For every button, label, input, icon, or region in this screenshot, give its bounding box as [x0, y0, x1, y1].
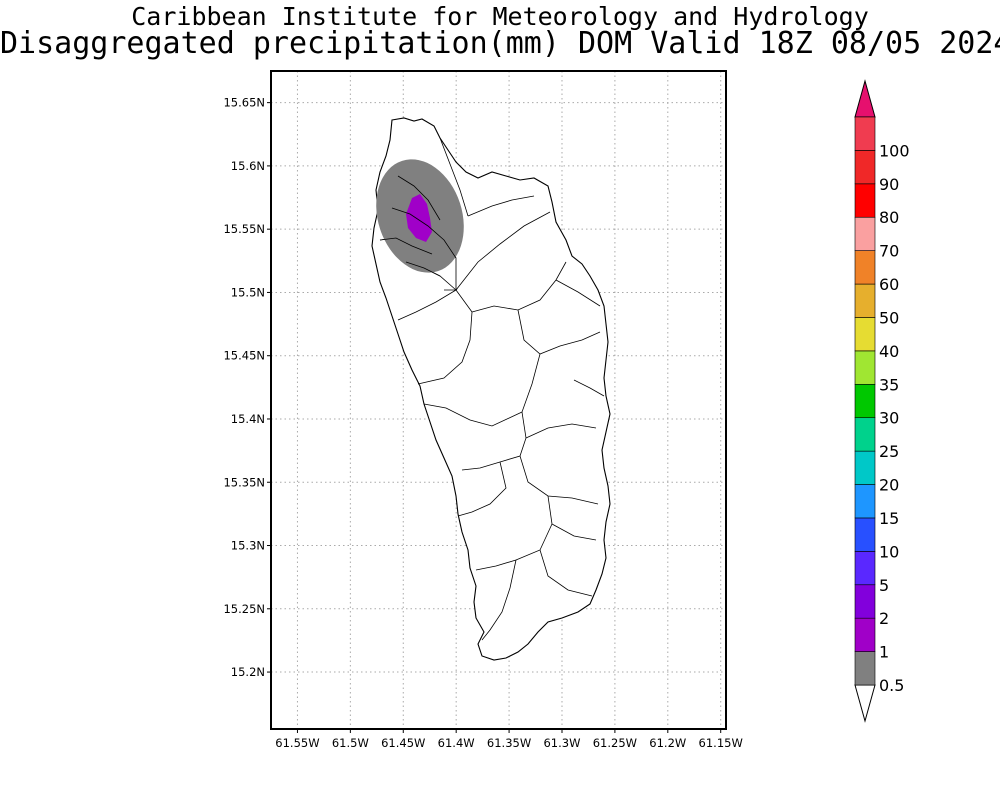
lat-tick-label: 15.2N — [231, 665, 265, 679]
lat-tick-label: 15.3N — [231, 539, 265, 553]
catchment-boundaries-overlay — [379, 175, 457, 277]
colorbar-label: 5 — [879, 576, 889, 595]
colorbar-swatch — [854, 116, 876, 151]
colorbar-label: 1 — [879, 643, 889, 662]
colorbar-under-arrow — [854, 684, 876, 723]
colorbar-label: 15 — [879, 509, 899, 528]
colorbar-swatch — [854, 183, 876, 218]
colorbar-swatch — [854, 617, 876, 652]
colorbar-swatch — [854, 150, 876, 185]
colorbar-swatch — [854, 484, 876, 519]
map-layers — [371, 117, 611, 661]
colorbar-label: 40 — [879, 342, 899, 361]
colorbar-swatch — [854, 216, 876, 251]
colorbar-label: 60 — [879, 275, 899, 294]
colorbar-label: 80 — [879, 208, 899, 227]
lon-tick-label: 61.3W — [543, 736, 580, 750]
colorbar-label: 50 — [879, 308, 899, 327]
lat-tick-label: 15.55N — [223, 222, 265, 236]
colorbar-label: 25 — [879, 442, 899, 461]
lon-tick-label: 61.25W — [593, 736, 637, 750]
lon-tick-label: 61.5W — [332, 736, 369, 750]
catchment-boundaries — [379, 137, 605, 641]
lat-tick-label: 15.65N — [223, 96, 265, 110]
colorbar-label: 30 — [879, 409, 899, 428]
colorbar-swatch — [854, 250, 876, 285]
precip-area-1-2mm — [406, 194, 432, 242]
lat-tick-label: 15.25N — [223, 602, 265, 616]
colorbar-label: 100 — [879, 141, 910, 160]
colorbar-label: 0.5 — [879, 676, 904, 695]
colorbar-swatch — [854, 551, 876, 586]
lat-tick-label: 15.45N — [223, 349, 265, 363]
title-line-1: Caribbean Institute for Meteorology and … — [131, 2, 869, 31]
lon-tick-label: 61.15W — [699, 736, 743, 750]
map-frame — [270, 70, 727, 730]
colorbar-swatch — [854, 317, 876, 352]
lon-tick-label: 61.45W — [381, 736, 425, 750]
lat-tick-label: 15.35N — [223, 475, 265, 489]
colorbar-swatch — [854, 651, 876, 686]
colorbar-label: 20 — [879, 476, 899, 495]
lon-tick-label: 61.55W — [275, 736, 319, 750]
colorbar-swatch — [854, 383, 876, 419]
lat-tick-label: 15.6N — [231, 159, 265, 173]
colorbar-label: 90 — [879, 175, 899, 194]
longitude-tick-labels: 61.55W 61.5W 61.45W 61.4W 61.35W 61.3W 61.25W 6… — [275, 729, 743, 750]
latitude-gridlines — [271, 102, 726, 673]
latitude-tick-labels: 15.2N 15.25N 15.3N 15.35N 15.4N 15.45N 15.5N 15… — [223, 96, 271, 679]
colorbar-swatch — [854, 517, 876, 552]
colorbar-over-arrow — [854, 79, 876, 118]
colorbar-label: 35 — [879, 375, 899, 394]
lon-tick-label: 61.4W — [438, 736, 475, 750]
lon-tick-label: 61.2W — [649, 736, 686, 750]
colorbar-swatch — [854, 283, 876, 318]
colorbar-label: 2 — [879, 609, 889, 628]
colorbar-swatch — [854, 350, 876, 385]
lat-tick-label: 15.5N — [231, 285, 265, 299]
colorbar-swatch — [854, 450, 876, 485]
colorbar-label: 10 — [879, 542, 899, 561]
colorbar-swatch — [854, 584, 876, 619]
lat-tick-label: 15.4N — [231, 412, 265, 426]
colorbar-swatch — [854, 417, 876, 452]
lon-tick-label: 61.35W — [487, 736, 531, 750]
title-line-2: Disaggregated precipitation(mm) DOM Vali… — [0, 26, 1000, 61]
colorbar-label: 70 — [879, 242, 899, 261]
